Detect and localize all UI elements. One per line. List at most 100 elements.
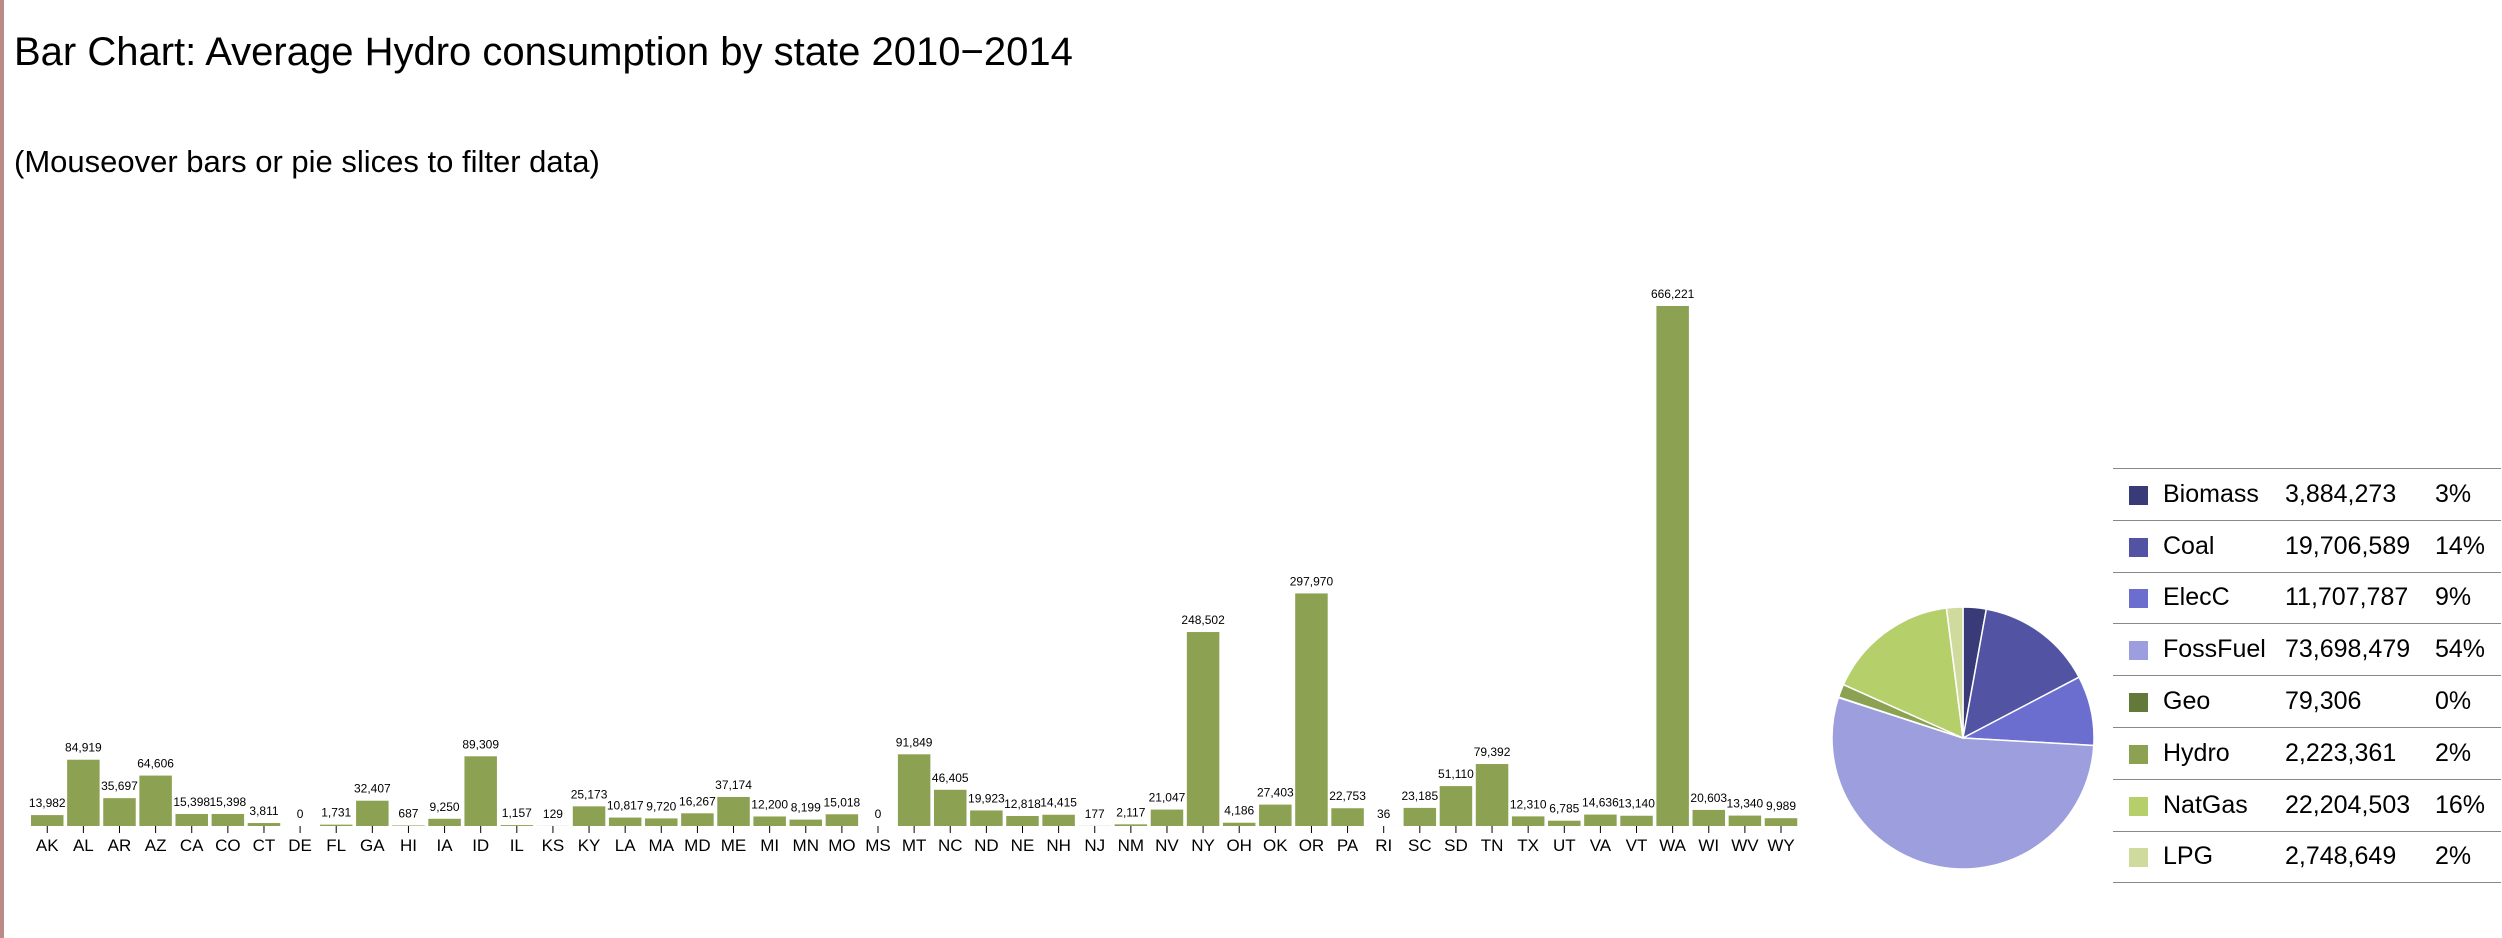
bar-value-label: 248,502 [1181,613,1225,627]
bar-value-label: 4,186 [1224,804,1254,818]
pie-slice-natgas[interactable] [1842,607,1964,740]
bar-nd[interactable] [970,810,1003,826]
legend-table: Biomass 3,884,273 3% Coal 19,706,589 14% ElecC… [2113,468,2501,884]
x-tick-label: WV [1731,836,1759,855]
bar-mi[interactable] [753,816,786,826]
x-tick-label: KY [578,836,601,855]
bar-ak[interactable] [31,815,64,826]
bar-ny[interactable] [1186,632,1220,826]
x-tick-label: AR [108,836,132,855]
bar-value-label: 15,398 [173,795,210,809]
bar-va[interactable] [1584,814,1617,826]
bar-me[interactable] [717,796,750,826]
bar-tn[interactable] [1475,764,1509,826]
legend-swatch-cell [2113,831,2163,884]
legend-swatch-cell [2113,572,2163,625]
bar-sd[interactable] [1439,786,1473,826]
bar-value-label: 36 [1377,807,1391,821]
x-tick-label: RI [1375,836,1392,855]
bar-fl[interactable] [319,824,353,826]
bar-nc[interactable] [934,789,967,826]
x-tick-label: OH [1226,836,1252,855]
page-subtitle: (Mouseover bars or pie slices to filter … [14,144,600,179]
bar-oh[interactable] [1222,822,1256,826]
bar-il[interactable] [500,825,534,826]
bar-chart: 13,982 AK 84,919 AL 35,697 AR 64,606 AZ 15,398 CA… [29,287,1798,855]
bar-value-label: 15,018 [824,795,861,809]
bar-value-label: 1,731 [321,806,351,820]
bar-la[interactable] [608,817,642,826]
x-tick-label: NM [1118,836,1144,855]
x-tick-label: NH [1046,836,1071,855]
pie-slice-fossfuel[interactable] [1831,696,2095,870]
bar-al[interactable] [67,759,100,826]
x-tick-label: GA [360,836,385,855]
bar-wa[interactable] [1656,306,1689,826]
bar-value-label: 129 [543,807,563,821]
bar-pa[interactable] [1331,808,1364,826]
bar-mn[interactable] [789,819,823,826]
bar-sc[interactable] [1403,807,1437,826]
bar-nm[interactable] [1114,824,1148,826]
bar-tx[interactable] [1511,816,1545,826]
legend-row-geo[interactable]: Geo 79,306 0% [2113,675,2501,728]
x-tick-label: CT [253,836,276,855]
bar-value-label: 19,923 [968,791,1005,805]
bar-ne[interactable] [1006,815,1039,826]
bar-wv[interactable] [1728,815,1762,826]
x-tick-label: MT [902,836,927,855]
bar-mt[interactable] [897,754,931,826]
bar-mo[interactable] [825,814,859,826]
bar-wy[interactable] [1764,818,1798,826]
bar-az[interactable] [139,775,172,826]
legend-percent: 14% [2435,520,2501,573]
bar-ky[interactable] [572,806,606,826]
legend-value: 73,698,479 [2285,623,2435,677]
legend-swatch [2128,744,2148,764]
left-edge-strip [0,0,4,938]
x-tick-label: NJ [1084,836,1105,855]
bar-value-label: 89,309 [462,737,499,751]
legend-row-lpg[interactable]: LPG 2,748,649 2% [2113,831,2501,884]
pie-slice-coal[interactable] [1961,608,2081,740]
legend-row-coal[interactable]: Coal 19,706,589 14% [2113,520,2501,573]
x-tick-label: MD [684,836,710,855]
bar-co[interactable] [211,813,245,826]
legend-value: 2,748,649 [2285,831,2435,884]
bar-value-label: 27,403 [1257,786,1294,800]
legend-row-elecc[interactable]: ElecC 11,707,787 9% [2113,572,2501,625]
bar-or[interactable] [1295,593,1328,826]
legend-row-fossfuel[interactable]: FossFuel 73,698,479 54% [2113,623,2501,677]
x-tick-label: CO [215,836,241,855]
legend-name: LPG [2163,831,2285,884]
legend-swatch [2128,537,2148,557]
legend-row-biomass[interactable]: Biomass 3,884,273 3% [2113,468,2501,521]
bar-md[interactable] [681,813,714,826]
bar-wi[interactable] [1692,809,1726,826]
bar-value-label: 12,200 [751,797,788,811]
bar-ca[interactable] [175,813,208,826]
bar-hi[interactable] [392,825,425,826]
bar-value-label: 21,047 [1149,791,1186,805]
legend-row-natgas[interactable]: NatGas 22,204,503 16% [2113,779,2501,832]
legend-swatch [2128,641,2148,661]
bar-value-label: 666,221 [1651,287,1695,301]
bar-nv[interactable] [1150,809,1184,826]
bar-ia[interactable] [428,818,461,826]
bar-ok[interactable] [1259,804,1292,826]
x-tick-label: AK [36,836,59,855]
bar-value-label: 177 [1085,807,1105,821]
bar-ct[interactable] [247,823,281,826]
bar-nh[interactable] [1042,814,1075,826]
bar-ma[interactable] [645,818,678,826]
bar-id[interactable] [464,756,497,826]
bar-ar[interactable] [103,798,136,826]
pie-slice-lpg[interactable] [1945,606,1964,739]
x-tick-label: AL [73,836,94,855]
x-tick-label: UT [1553,836,1576,855]
x-tick-label: HI [400,836,417,855]
bar-ut[interactable] [1548,820,1581,826]
bar-vt[interactable] [1620,815,1653,826]
legend-row-hydro[interactable]: Hydro 2,223,361 2% [2113,727,2501,780]
bar-ga[interactable] [356,800,389,826]
